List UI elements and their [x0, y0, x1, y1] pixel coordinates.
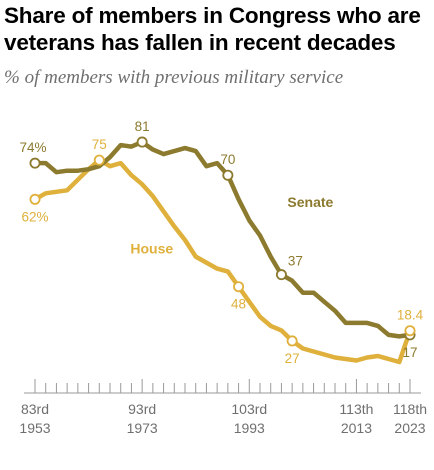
senate-point-marker	[222, 169, 234, 181]
house-data-label: 62%	[21, 209, 48, 224]
label-layer: 74% 81 70 37 17 62% 75 48 27 18.4 Senate House	[19, 119, 423, 366]
senate-data-label: 17	[402, 345, 417, 360]
x-tick-label: 103rd	[231, 401, 267, 417]
house-point-marker	[29, 193, 41, 205]
x-tick-label: 93rd	[128, 401, 156, 417]
senate-line	[32, 139, 413, 339]
chart-subtitle: % of members with previous military serv…	[4, 67, 344, 88]
house-line	[32, 157, 413, 365]
house-point-marker	[93, 154, 105, 166]
x-tick-year-label: 2013	[341, 420, 372, 436]
x-tick-label: 83rd	[21, 401, 49, 417]
senate-data-label: 37	[288, 254, 303, 269]
senate-point-marker	[29, 157, 41, 169]
x-tick-label: 118th	[393, 401, 427, 417]
x-tick-label: 113th	[339, 401, 373, 417]
house-point-marker	[233, 281, 245, 293]
house-data-label: 27	[285, 351, 300, 366]
house-data-label: 75	[92, 137, 107, 152]
house-data-label: 48	[231, 297, 246, 312]
senate-series-label: Senate	[287, 194, 333, 210]
x-tick-year-label: 2023	[394, 420, 425, 436]
x-axis: 83rd 1953 93rd 1973 103rd 1993 113th 2013 118th 2…	[19, 379, 427, 436]
senate-data-label: 74%	[19, 140, 46, 155]
senate-data-label: 70	[220, 152, 235, 167]
senate-point-marker	[136, 136, 148, 148]
senate-point-marker	[275, 269, 287, 281]
house-data-label: 18.4	[397, 308, 424, 323]
x-tick-year-label: 1973	[127, 420, 158, 436]
senate-data-label: 81	[135, 119, 150, 134]
house-point-marker	[286, 335, 298, 347]
chart-title: Share of members in Congress who are vet…	[4, 3, 421, 55]
house-point-marker	[404, 325, 416, 337]
x-tick-year-label: 1993	[234, 420, 265, 436]
x-tick-year-label: 1953	[19, 420, 50, 436]
house-series-label: House	[130, 241, 173, 257]
